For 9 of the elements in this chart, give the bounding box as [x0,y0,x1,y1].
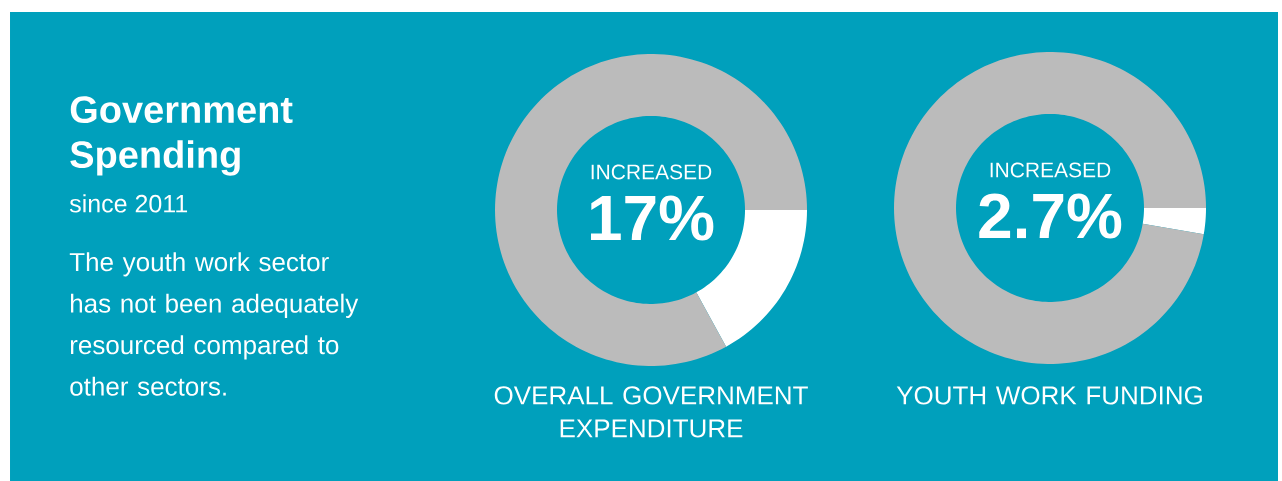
text: YOUTH WORK FUNDING [896,386,1202,405]
text: 17% [590,195,714,241]
text: 2.7% [979,193,1122,239]
text: The youth work sector has not been adequately resourced compared to other sectors. [69,252,359,396]
text: OVERALL GOVERNMENT EXPENDITURE [494,386,808,438]
text: Government Spending [70,96,293,176]
text: INCREASED [990,162,1111,178]
text: INCREASED [591,164,712,180]
text: since 2011 [69,194,188,213]
